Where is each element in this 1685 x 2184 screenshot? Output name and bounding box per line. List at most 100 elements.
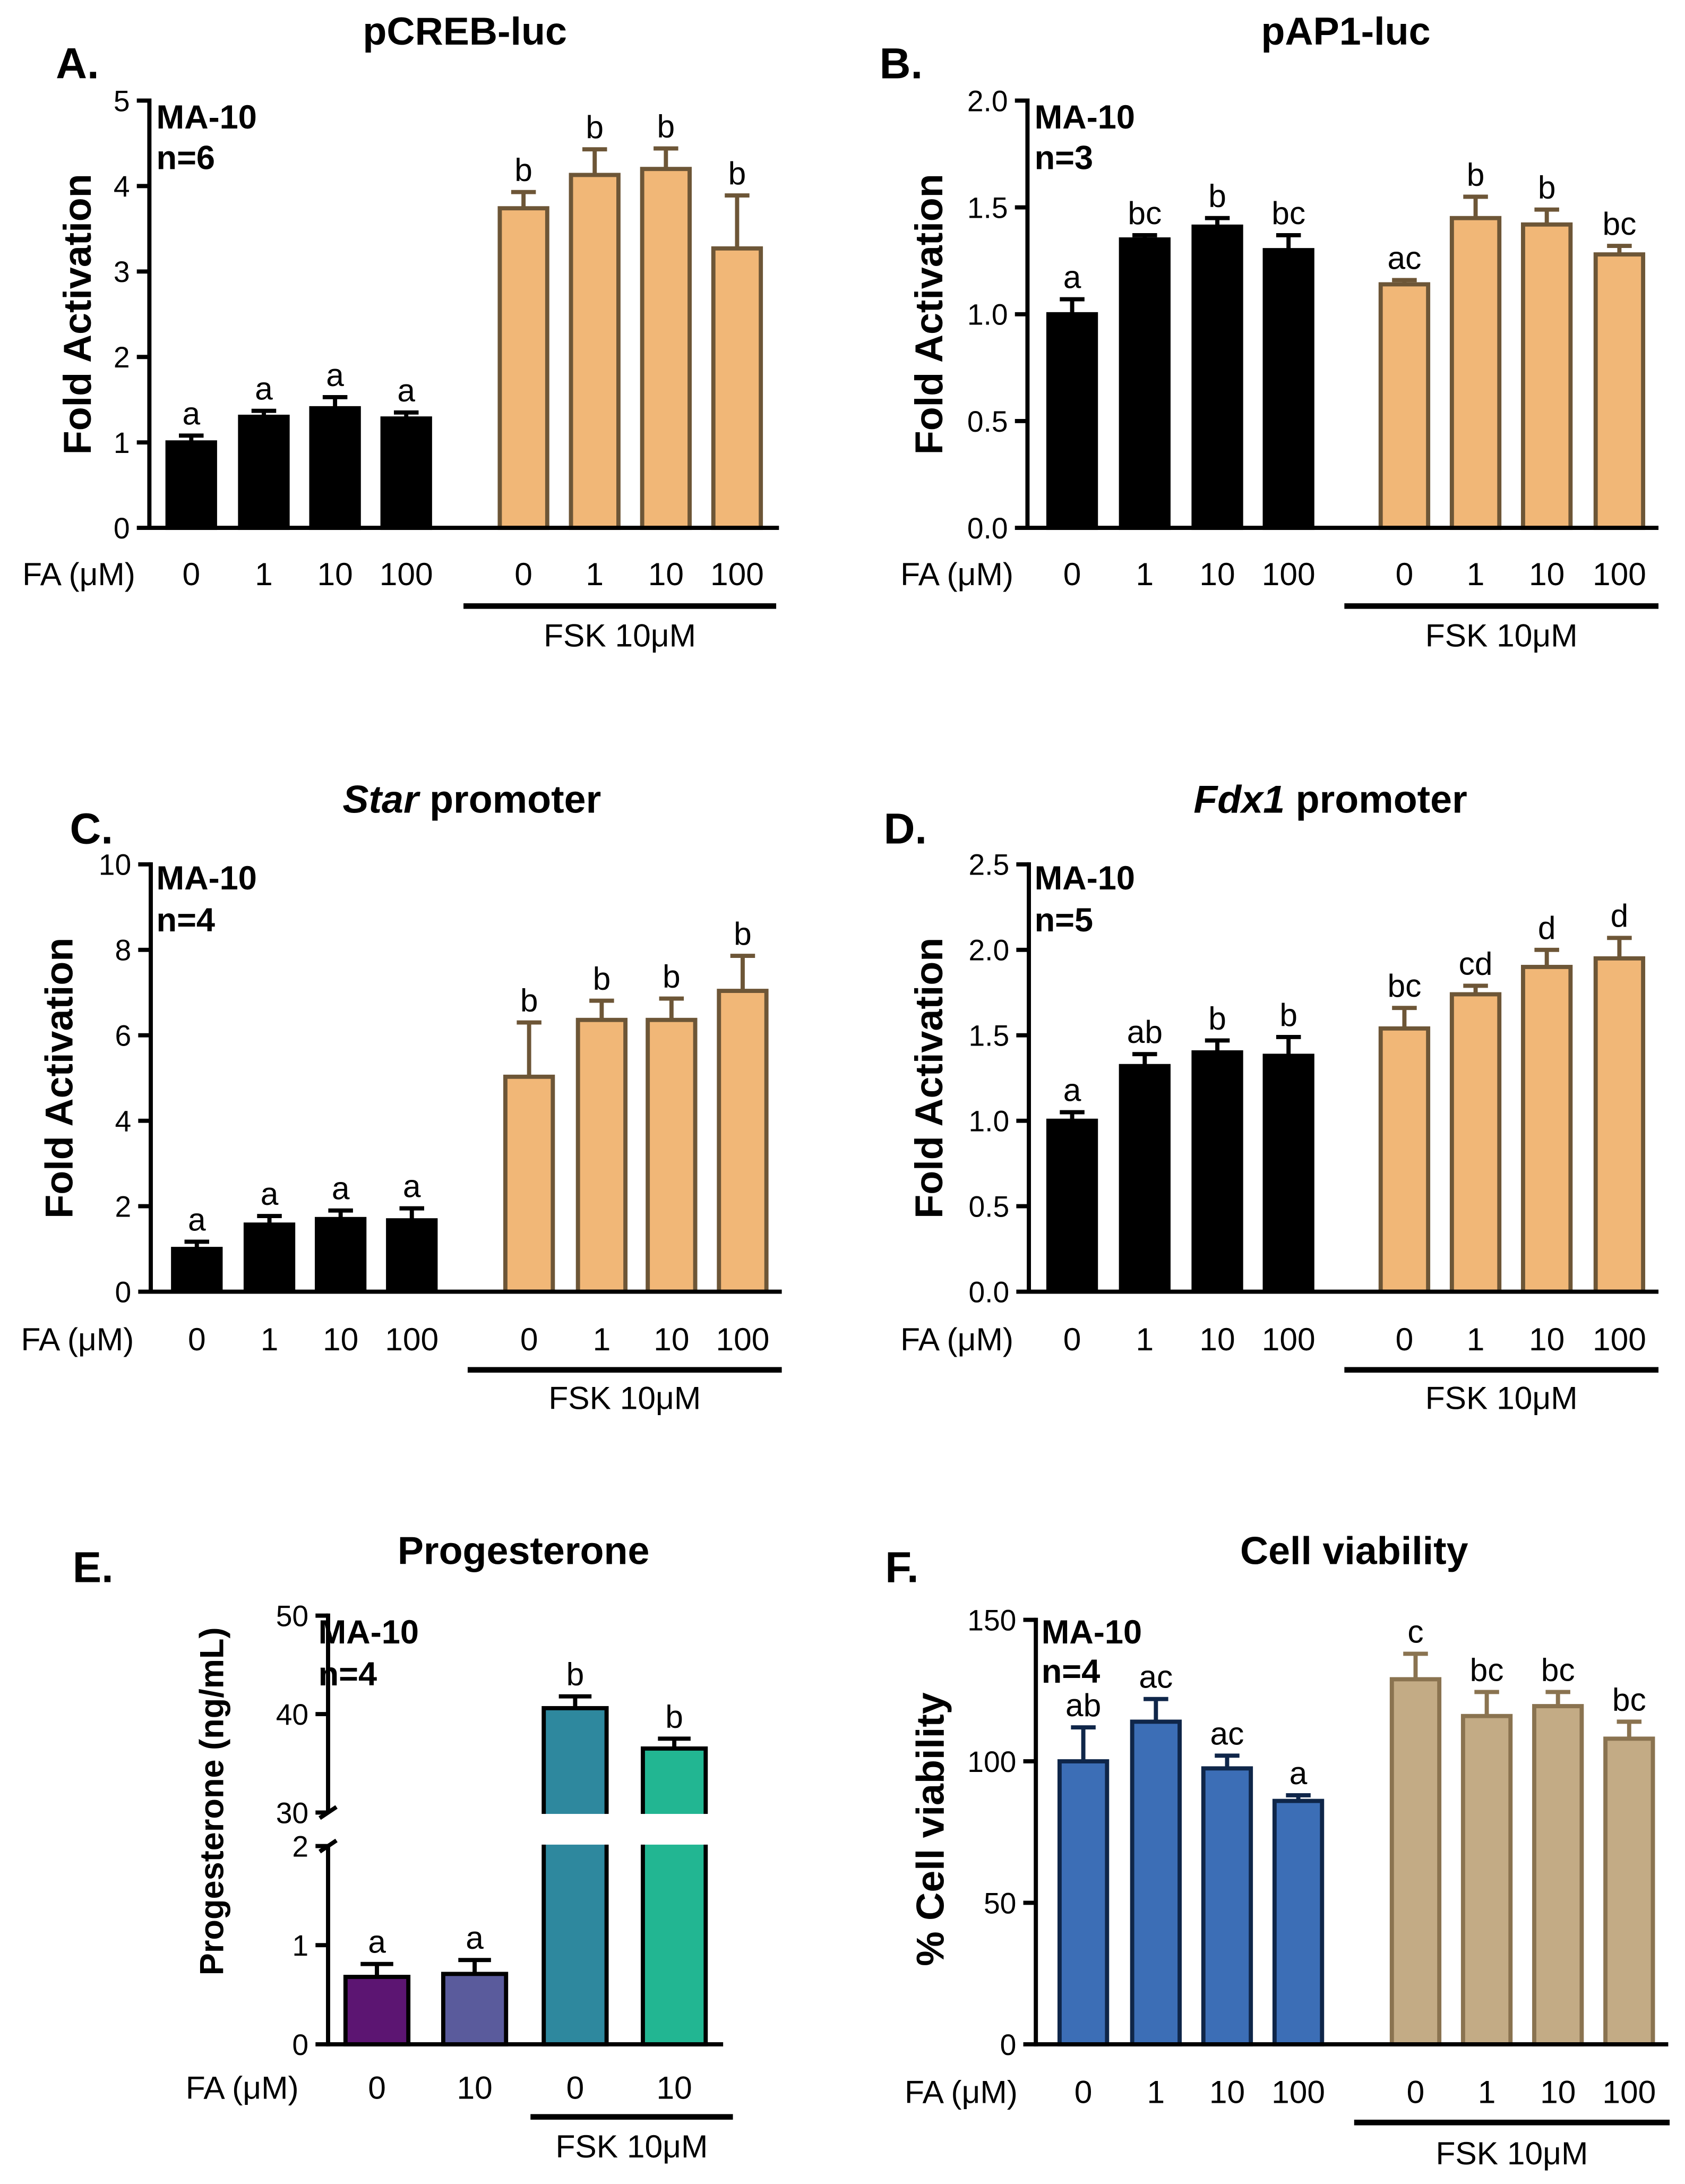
bars bbox=[1046, 956, 1646, 1294]
error-bar bbox=[179, 433, 204, 443]
bar bbox=[1272, 1798, 1325, 2046]
error-bar bbox=[1617, 1719, 1642, 1739]
significance-label: a bbox=[332, 1170, 350, 1206]
x-axis-label: FA (μM) bbox=[22, 556, 135, 592]
x-tick-label: 100 bbox=[385, 1321, 439, 1357]
bar bbox=[386, 1218, 438, 1294]
bar bbox=[1603, 1736, 1655, 2046]
significance-label: a bbox=[1063, 1072, 1081, 1108]
significance-label: a bbox=[368, 1924, 386, 1960]
significance-label: b bbox=[734, 915, 752, 952]
axes bbox=[1034, 1617, 1669, 2046]
significance-label: a bbox=[403, 1168, 421, 1204]
y-tick-label: 1.0 bbox=[968, 1105, 1009, 1138]
panel-label: D. bbox=[884, 804, 927, 853]
significance-label: b bbox=[1208, 178, 1226, 214]
error-bar bbox=[558, 1694, 592, 1708]
error-bar bbox=[1144, 1697, 1168, 1722]
significance-label: d bbox=[1611, 897, 1629, 933]
bar bbox=[646, 1017, 698, 1294]
y-tick-label: 2.0 bbox=[968, 934, 1009, 967]
chart-title: Star promoter bbox=[342, 777, 601, 821]
panel-label: F. bbox=[885, 1544, 918, 1592]
error-bar bbox=[251, 408, 277, 417]
error-bar bbox=[1545, 1690, 1570, 1707]
significance-label: a bbox=[188, 1201, 206, 1237]
significance-label: a bbox=[466, 1920, 484, 1956]
bar bbox=[343, 1975, 411, 2046]
significance-label: a bbox=[255, 371, 273, 407]
axes bbox=[147, 98, 779, 530]
chart-title-text: pAP1-luc bbox=[1261, 9, 1430, 53]
cell-line-label: MA-10 bbox=[157, 860, 257, 897]
error-bar bbox=[659, 996, 684, 1020]
bar bbox=[1593, 956, 1646, 1294]
x-tick-label: 10 bbox=[654, 1321, 689, 1357]
group-label: FSK 10μM bbox=[1435, 2135, 1588, 2171]
y-tick-label: 1.5 bbox=[968, 1020, 1009, 1052]
y-tick-label: 0 bbox=[1000, 2028, 1017, 2061]
bar bbox=[497, 206, 549, 530]
panel-e: E. Progesterone a a b b 30 40 50 0 1 2 Progesterone … bbox=[73, 1528, 733, 2164]
y-tick-label: 0.0 bbox=[967, 512, 1008, 545]
significance-label: a bbox=[1289, 1755, 1308, 1791]
bar bbox=[1378, 1026, 1431, 1294]
bar bbox=[1521, 965, 1573, 1294]
x-tick-label: 1 bbox=[586, 556, 604, 592]
y-axis-label: Fold Activation bbox=[55, 174, 99, 455]
y-tick-label: 2.0 bbox=[967, 84, 1008, 117]
significance-label: ac bbox=[1139, 1659, 1173, 1695]
x-tick-label: 0 bbox=[368, 2069, 386, 2105]
x-tick-label: 0 bbox=[1063, 1321, 1081, 1357]
y-tick-label: 1 bbox=[114, 426, 130, 459]
bars bbox=[1057, 1677, 1655, 2046]
error-bar bbox=[1607, 244, 1632, 255]
significance-label: bc bbox=[1271, 195, 1305, 231]
cell-line-label: MA-10 bbox=[1035, 860, 1135, 897]
bar bbox=[1046, 312, 1098, 530]
bar bbox=[717, 989, 769, 1294]
bar bbox=[1119, 1064, 1171, 1294]
bar bbox=[1262, 248, 1314, 530]
error-bar bbox=[328, 1208, 353, 1219]
significance-label: a bbox=[261, 1176, 279, 1212]
x-tick-label: 1 bbox=[1136, 556, 1154, 592]
bar bbox=[1119, 237, 1171, 530]
error-bar bbox=[654, 146, 678, 169]
bars bbox=[165, 167, 763, 530]
x-tick-label: 10 bbox=[317, 556, 353, 592]
error-bar bbox=[517, 1020, 541, 1077]
x-tick-label: 0 bbox=[1396, 1321, 1414, 1357]
significance-label: b bbox=[663, 958, 681, 994]
y-tick-label: 50 bbox=[984, 1887, 1016, 1920]
y-tick-label: 0 bbox=[292, 2028, 308, 2061]
y-tick-label: 10 bbox=[99, 849, 131, 881]
x-tick-label: 1 bbox=[1136, 1321, 1154, 1357]
panel-b: B. pAP1-luc a bc b bc ac b b bc 0.0 0.5 1.0 1.5 2.0 Fol… bbox=[880, 9, 1659, 654]
x-axis-label: FA (μM) bbox=[900, 556, 1013, 592]
bar bbox=[541, 1706, 609, 2046]
x-tick-label: 10 bbox=[1540, 2074, 1576, 2110]
bar bbox=[503, 1074, 555, 1294]
significance-label: ab bbox=[1127, 1014, 1163, 1050]
significance-label: c bbox=[1407, 1613, 1423, 1649]
error-bar bbox=[1463, 194, 1488, 218]
error-bar bbox=[1403, 1651, 1428, 1680]
group-label: FSK 10μM bbox=[1425, 1380, 1578, 1416]
error-bar bbox=[1474, 1690, 1499, 1716]
panel-a: A. pCREB-luc a a a a b b b b 0 1 2 3 4 5 Fold Activation… bbox=[22, 9, 779, 654]
y-tick-label: 4 bbox=[114, 170, 130, 203]
bar bbox=[1460, 1714, 1513, 2046]
sample-size-label: n=3 bbox=[1035, 139, 1094, 176]
bar bbox=[569, 173, 621, 530]
error-bar bbox=[360, 1962, 393, 1977]
error-bar bbox=[184, 1239, 210, 1249]
error-bar bbox=[393, 410, 419, 419]
significance-label: ac bbox=[1388, 239, 1422, 276]
bar bbox=[1201, 1766, 1253, 2046]
bar bbox=[640, 167, 692, 530]
significance-label: b bbox=[520, 982, 538, 1018]
